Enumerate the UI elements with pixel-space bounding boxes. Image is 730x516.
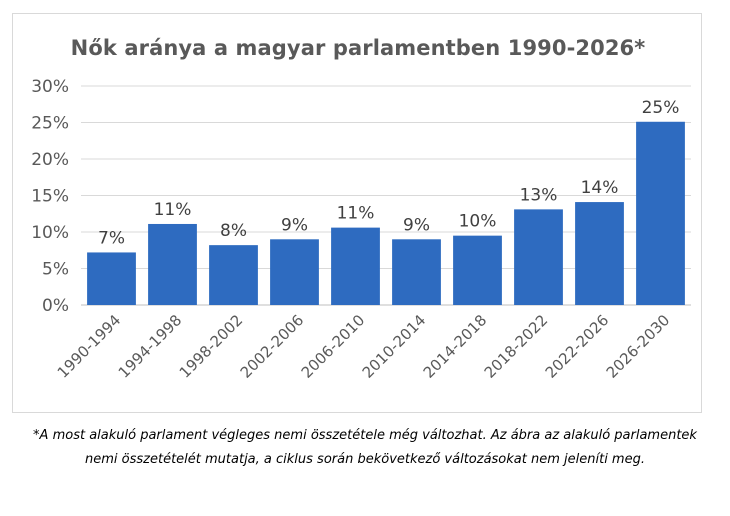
y-tick-label: 10% — [31, 223, 69, 243]
data-label: 11% — [337, 204, 375, 224]
x-tick-label: 2018-2022 — [481, 311, 552, 382]
data-label: 13% — [520, 185, 558, 205]
y-tick-label: 5% — [42, 260, 69, 280]
bar — [209, 245, 258, 305]
x-tick-label: 1990-1994 — [54, 311, 125, 382]
x-tick-label: 2026-2030 — [603, 311, 674, 382]
bar-chart: 7% 11% 8% 9% 11% 9% 10% 13% 14% 25% 0% 5% 10% 15% 20%… — [31, 77, 691, 382]
data-label: 8% — [220, 221, 247, 241]
y-tick-label: 0% — [42, 296, 69, 316]
bar — [392, 239, 441, 305]
bar — [87, 252, 136, 305]
x-tick-label: 2002-2006 — [237, 311, 308, 382]
bar — [453, 235, 502, 305]
bar — [636, 121, 685, 306]
y-tick-label: 15% — [31, 187, 69, 207]
x-tick-label: 1994-1998 — [115, 311, 186, 382]
bar — [331, 227, 380, 305]
x-axis-ticks: 1990-19941994-19981998-20022002-20062006… — [54, 311, 674, 382]
data-label: 14% — [581, 178, 619, 198]
bar — [148, 223, 197, 305]
data-label: 10% — [459, 212, 497, 232]
data-label: 9% — [281, 215, 308, 235]
y-axis-ticks: 0% 5% 10% 15% 20% 25% 30% — [31, 77, 69, 316]
bar — [270, 239, 319, 305]
data-label: 7% — [98, 228, 125, 248]
x-tick-label: 2010-2014 — [359, 311, 430, 382]
footnote: *A most alakuló parlament végleges nemi … — [33, 428, 697, 467]
y-tick-label: 25% — [31, 114, 69, 134]
data-label: 9% — [403, 215, 430, 235]
x-tick-label: 2006-2010 — [298, 311, 369, 382]
chart-frame: Nők aránya a magyar parlamentben 1990-20… — [12, 13, 702, 413]
data-label: 11% — [154, 200, 192, 220]
x-tick-label: 2022-2026 — [542, 311, 613, 382]
bar — [575, 202, 624, 305]
x-tick-label: 1998-2002 — [176, 311, 247, 382]
bar — [514, 209, 563, 305]
y-tick-label: 30% — [31, 77, 69, 97]
x-tick-label: 2014-2018 — [420, 311, 491, 382]
data-label: 25% — [642, 98, 680, 118]
bars — [87, 121, 685, 306]
data-labels: 7% 11% 8% 9% 11% 9% 10% 13% 14% 25% — [98, 98, 679, 249]
chart-title: Nők aránya a magyar parlamentben 1990-20… — [70, 36, 646, 60]
y-tick-label: 20% — [31, 150, 69, 170]
